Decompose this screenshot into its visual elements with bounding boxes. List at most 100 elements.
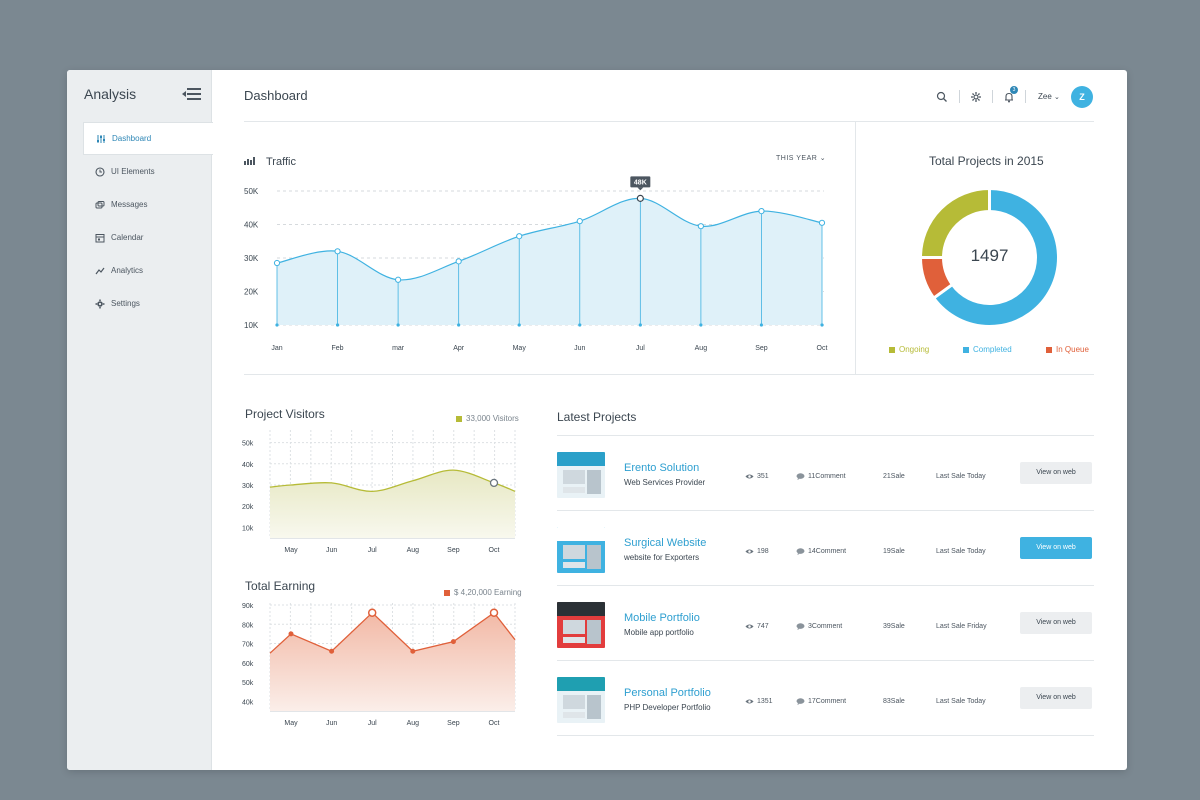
view-on-web-button[interactable]: View on web (1020, 462, 1092, 484)
traffic-base-point (578, 323, 582, 327)
tooltip-arrow (637, 187, 644, 191)
gear-icon (95, 299, 105, 309)
thumbnail-block (587, 695, 601, 719)
data-point (489, 478, 499, 488)
thumbnail-block (563, 620, 585, 634)
y-tick-label: 20K (244, 288, 259, 297)
eye-icon (745, 699, 754, 704)
tooltip-label: 48K (634, 179, 647, 186)
section-divider (244, 374, 1094, 375)
thumbnail-block (563, 545, 585, 559)
area-fill (270, 470, 515, 538)
x-tick-label: Aug (407, 720, 420, 727)
legend-swatch (963, 346, 969, 353)
menu-collapse-icon[interactable] (182, 87, 202, 101)
thumbnail-block (587, 620, 601, 644)
total-projects-title: Total Projects in 2015 (929, 154, 1044, 168)
project-row: Surgical Website website for Exporters 198… (557, 511, 1094, 586)
traffic-base-point (517, 323, 521, 327)
donut-legend-item: Ongoing (889, 345, 929, 354)
comments-stat: 3Comment (796, 623, 842, 630)
x-tick-label: Oct (489, 720, 500, 727)
traffic-point (516, 233, 523, 240)
thumbnail-header (557, 677, 605, 691)
thumbnail-block (587, 470, 601, 494)
legend-swatch (1046, 346, 1052, 353)
comments-count: 14Comment (808, 548, 847, 555)
x-tick-label: Jul (636, 345, 645, 352)
project-row: Personal Portfolio PHP Developer Portfoli… (557, 661, 1094, 736)
bell-icon[interactable] (1002, 90, 1016, 104)
sidebar-item-analytics[interactable]: Analytics (83, 254, 212, 287)
project-name[interactable]: Erento Solution (624, 462, 700, 474)
sales-count: 21Sale (883, 473, 905, 480)
clock-icon (95, 166, 105, 177)
donut-total: 1497 (970, 246, 1009, 265)
project-subtitle: website for Exporters (624, 553, 700, 562)
search-icon[interactable] (935, 90, 949, 104)
donut-legend-item: Completed (963, 345, 1012, 354)
sidebar-item-ui-elements[interactable]: UI Elements (83, 155, 212, 188)
latest-divider (557, 435, 1094, 436)
project-name[interactable]: Mobile Portfolio (624, 612, 700, 624)
sidebar-item-settings[interactable]: Settings (83, 287, 212, 320)
data-point (329, 648, 335, 654)
traffic-line (276, 197, 823, 281)
views-stat: 747 (745, 623, 769, 630)
comments-count: 3Comment (808, 623, 843, 630)
traffic-point (273, 259, 281, 267)
traffic-base-point (699, 323, 703, 327)
visitors-legend: 33,000 Visitors (456, 414, 519, 423)
sidebar-nav: Dashboard UI Elements Messages Calendar Anal… (83, 122, 213, 320)
view-on-web-button[interactable]: View on web (1020, 537, 1092, 559)
dashboard-window: Analysis Dashboard UI Elements Messages Cal… (67, 70, 1127, 770)
visitors-legend-label: 33,000 Visitors (466, 414, 519, 423)
user-menu[interactable]: Zee ⌄ (1038, 92, 1060, 101)
sales-count: 83Sale (883, 698, 905, 705)
view-on-web-button[interactable]: View on web (1020, 612, 1092, 634)
last-sale: Last Sale Today (936, 548, 986, 555)
data-point (367, 608, 377, 617)
data-point (288, 631, 294, 637)
last-sale: Last Sale Today (936, 473, 986, 480)
sidebar-item-calendar[interactable]: Calendar (83, 221, 212, 254)
x-tick-label: Sep (447, 547, 460, 554)
comments-stat: 11Comment (796, 473, 846, 480)
gear-icon[interactable] (969, 90, 983, 104)
traffic-area (277, 198, 822, 325)
avatar[interactable]: Z (1071, 86, 1093, 108)
project-name[interactable]: Surgical Website (624, 537, 707, 549)
calendar-icon (95, 233, 105, 243)
comment-icon (796, 548, 805, 555)
donut-legend-label: In Queue (1056, 345, 1089, 354)
project-thumbnail (557, 677, 605, 723)
x-tick-label: Aug (407, 547, 420, 554)
view-on-web-button[interactable]: View on web (1020, 687, 1092, 709)
views-count: 747 (757, 623, 769, 630)
sidebar-item-label: UI Elements (111, 167, 155, 176)
area-fill (270, 612, 515, 711)
sidebar-item-messages[interactable]: Messages (83, 188, 212, 221)
y-tick-label: 20k (242, 504, 254, 511)
thumbnail-block (563, 637, 585, 643)
x-tick-label: Jun (326, 720, 337, 727)
y-tick-label: 40k (242, 699, 254, 706)
trend-icon (95, 266, 105, 276)
traffic-point (576, 218, 583, 225)
thumbnail-block (563, 470, 585, 484)
sidebar-item-dashboard[interactable]: Dashboard (83, 122, 213, 155)
period-dropdown[interactable]: THIS YEAR ⌄ (776, 154, 826, 162)
y-tick-label: 30k (242, 483, 254, 490)
project-subtitle: Mobile app portfolio (624, 628, 694, 637)
visitors-chart: 10k 20k 30k 40k 50k May Jun Jul Aug Sep Oct (242, 430, 516, 554)
period-label: THIS YEAR (776, 155, 818, 162)
donut-slice-ongoing (918, 186, 991, 259)
project-name[interactable]: Personal Portfolio (624, 687, 711, 699)
y-tick-label: 80k (242, 622, 254, 629)
donut-legend-label: Ongoing (899, 345, 930, 354)
sales-count: 19Sale (883, 548, 905, 555)
sidebar: Analysis Dashboard UI Elements Messages Cal… (67, 70, 213, 770)
x-tick-label: Sep (755, 345, 768, 352)
thumbnail-block (563, 712, 585, 718)
comments-count: 11Comment (808, 473, 846, 480)
